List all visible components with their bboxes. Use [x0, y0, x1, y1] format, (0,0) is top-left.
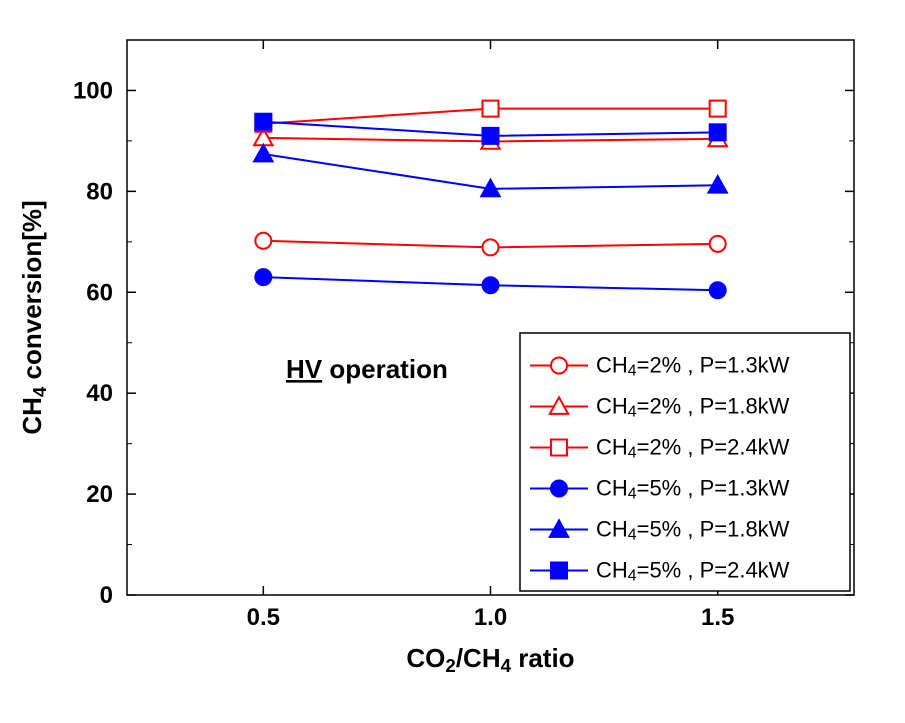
legend-label: CH4=5% , P=1.8kW — [596, 517, 790, 544]
ytick-label: 0 — [100, 582, 113, 609]
ytick-label: 80 — [86, 178, 113, 205]
annotation-hv: HV operation — [286, 354, 448, 384]
marker-square — [483, 101, 499, 117]
ytick-label: 60 — [86, 279, 113, 306]
chart-svg: 0 20 40 60 80 100 0.5 1.0 1.5 CO2/CH4 ratio CH4 co… — [0, 0, 905, 723]
xlabel: CO2/CH4 ratio — [406, 643, 574, 676]
marker-square — [483, 128, 499, 144]
marker-square — [551, 563, 567, 579]
xtick-label: 1.0 — [474, 604, 507, 631]
marker-circle — [551, 481, 567, 497]
marker-circle — [710, 282, 726, 298]
ytick-label: 40 — [86, 380, 113, 407]
marker-circle — [710, 236, 726, 252]
marker-square — [710, 124, 726, 140]
legend-label: CH4=2% , P=2.4kW — [596, 435, 790, 462]
ytick-label: 20 — [86, 481, 113, 508]
marker-circle — [551, 358, 567, 374]
marker-circle — [255, 233, 271, 249]
ytick-label: 100 — [73, 77, 113, 104]
ylabel: CH4 conversion[%] — [17, 200, 50, 434]
marker-circle — [483, 277, 499, 293]
legend-label: CH4=5% , P=2.4kW — [596, 558, 790, 585]
marker-square — [255, 114, 271, 130]
chart-container: 0 20 40 60 80 100 0.5 1.0 1.5 CO2/CH4 ratio CH4 co… — [0, 0, 905, 723]
marker-circle — [255, 269, 271, 285]
legend-label: CH4=5% , P=1.3kW — [596, 476, 790, 503]
marker-circle — [483, 239, 499, 255]
marker-square — [551, 440, 567, 456]
legend-label: CH4=2% , P=1.8kW — [596, 394, 790, 421]
marker-square — [710, 101, 726, 117]
xtick-label: 0.5 — [247, 604, 280, 631]
xtick-label: 1.5 — [701, 604, 734, 631]
legend: CH4=2% , P=1.3kW CH4=2% , P=1.8kW CH4=2% ,… — [520, 333, 850, 591]
legend-label: CH4=2% , P=1.3kW — [596, 353, 790, 380]
